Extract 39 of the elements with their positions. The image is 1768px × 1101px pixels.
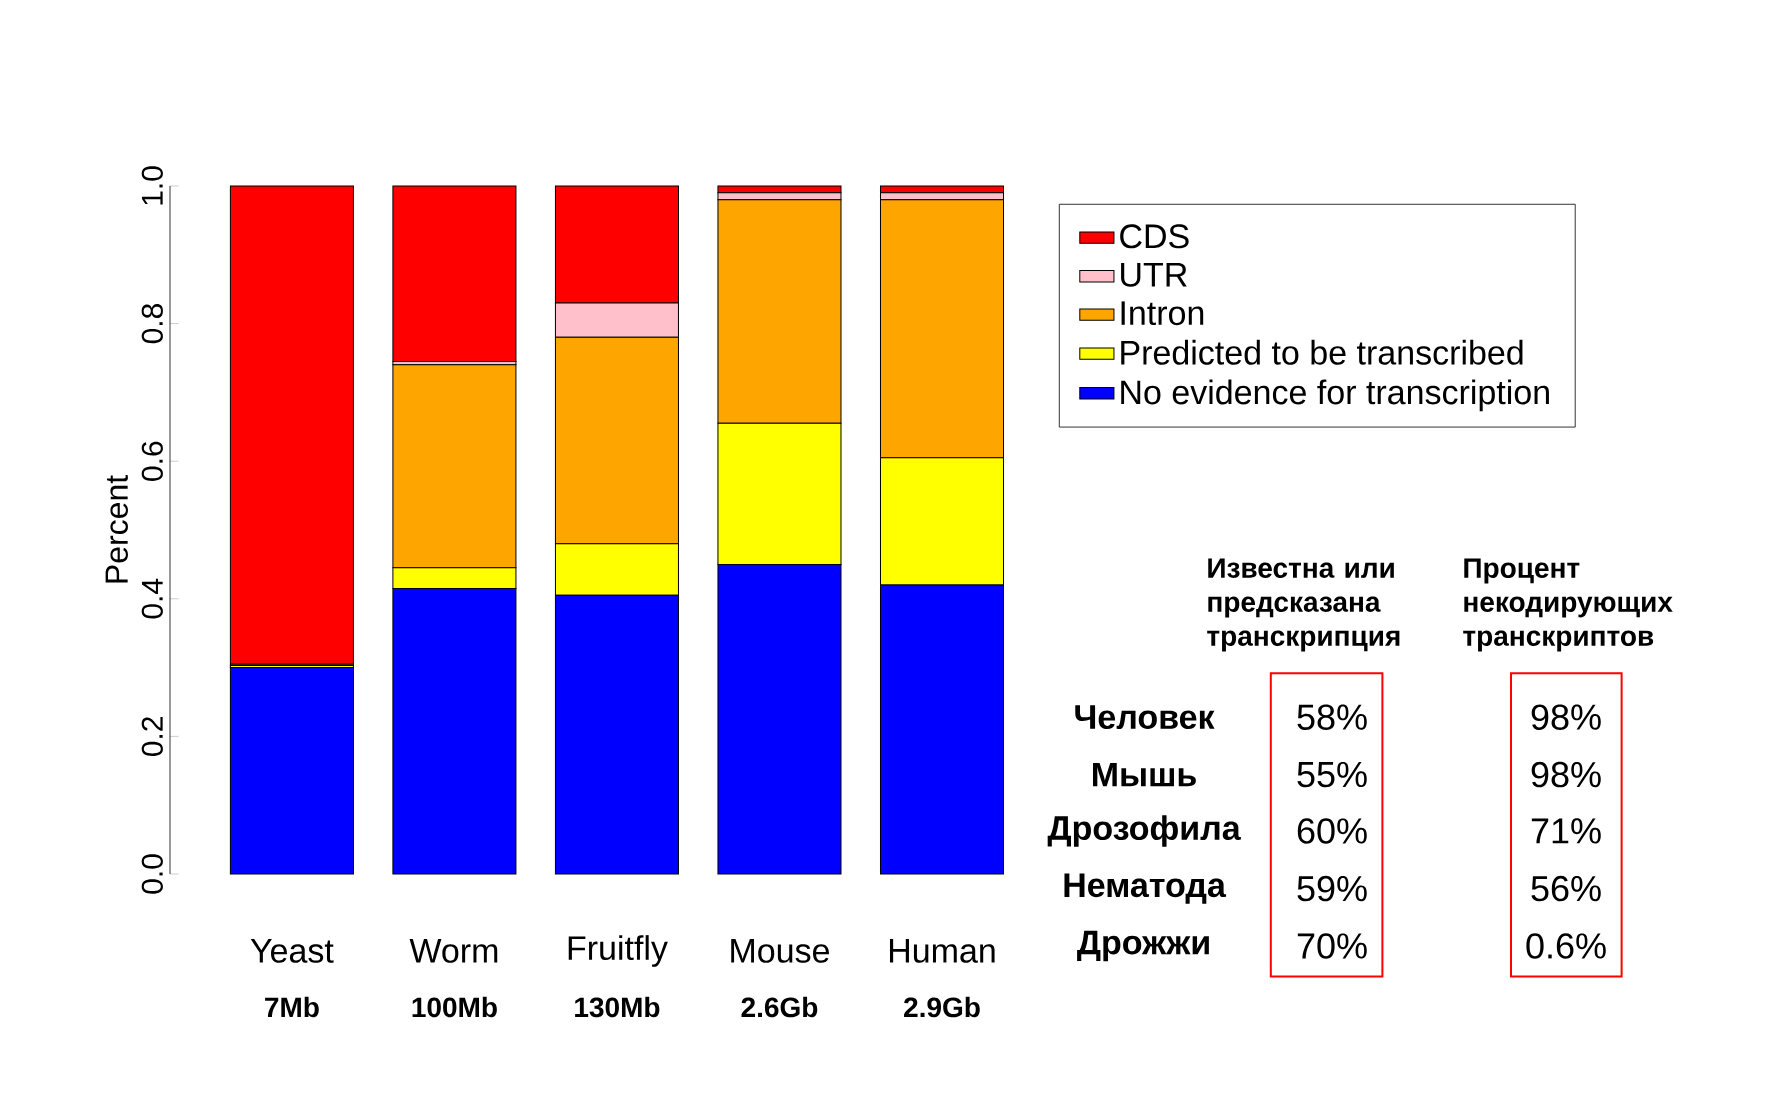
x-tick-label: Mouse — [731, 939, 829, 963]
y-tick-label: 0.2 — [141, 717, 163, 757]
category-label: Дрожжи — [1077, 930, 1209, 962]
legend-label: UTR — [1121, 263, 1187, 287]
text: 60% — [1297, 818, 1367, 844]
text: 7Mb — [265, 996, 319, 1018]
category-label: Мышь — [1093, 762, 1196, 787]
y-tick-label: 1.0 — [141, 166, 163, 205]
category-label: Нематода — [1064, 873, 1227, 904]
x-tick-label: Worm — [409, 939, 498, 963]
text: 100Mb — [412, 996, 497, 1018]
text: 0.6% — [1526, 933, 1606, 959]
text: 71% — [1531, 818, 1601, 844]
text: 56% — [1531, 875, 1601, 902]
legend-label: Predicted to be transcribed — [1121, 339, 1523, 365]
category-label: Человек — [1075, 705, 1215, 730]
legend-label: Intron — [1121, 301, 1204, 326]
x-tick-label: Fruitfly — [568, 935, 668, 967]
x-tick-label: Yeast — [250, 939, 334, 963]
y-tick-label: 0.6 — [141, 441, 163, 481]
x-tick-label: Human — [889, 939, 995, 963]
text: 2.6Gb — [741, 996, 818, 1018]
category-label: Процент некодирующих транскриптов — [1463, 558, 1673, 652]
y-tick-label: 0.4 — [141, 578, 163, 619]
text: 98% — [1531, 704, 1601, 730]
text: 55% — [1297, 761, 1367, 788]
y-axis-title: Percent — [105, 475, 128, 583]
text: 98% — [1531, 761, 1601, 788]
text: 59% — [1297, 875, 1367, 902]
y-tick-label: 0.8 — [141, 304, 163, 344]
text: 2.9Gb — [904, 996, 980, 1018]
text: 130Mb — [575, 996, 660, 1018]
text: 58% — [1297, 704, 1367, 730]
legend-label: No evidence for transcription — [1121, 379, 1549, 412]
y-tick-label: 0.0 — [141, 854, 163, 894]
category-label: Дрозофила — [1047, 815, 1241, 847]
legend-label: CDS — [1120, 224, 1189, 249]
category-label: Известна или предсказана транскрипция — [1207, 558, 1400, 652]
text: 70% — [1297, 933, 1367, 959]
